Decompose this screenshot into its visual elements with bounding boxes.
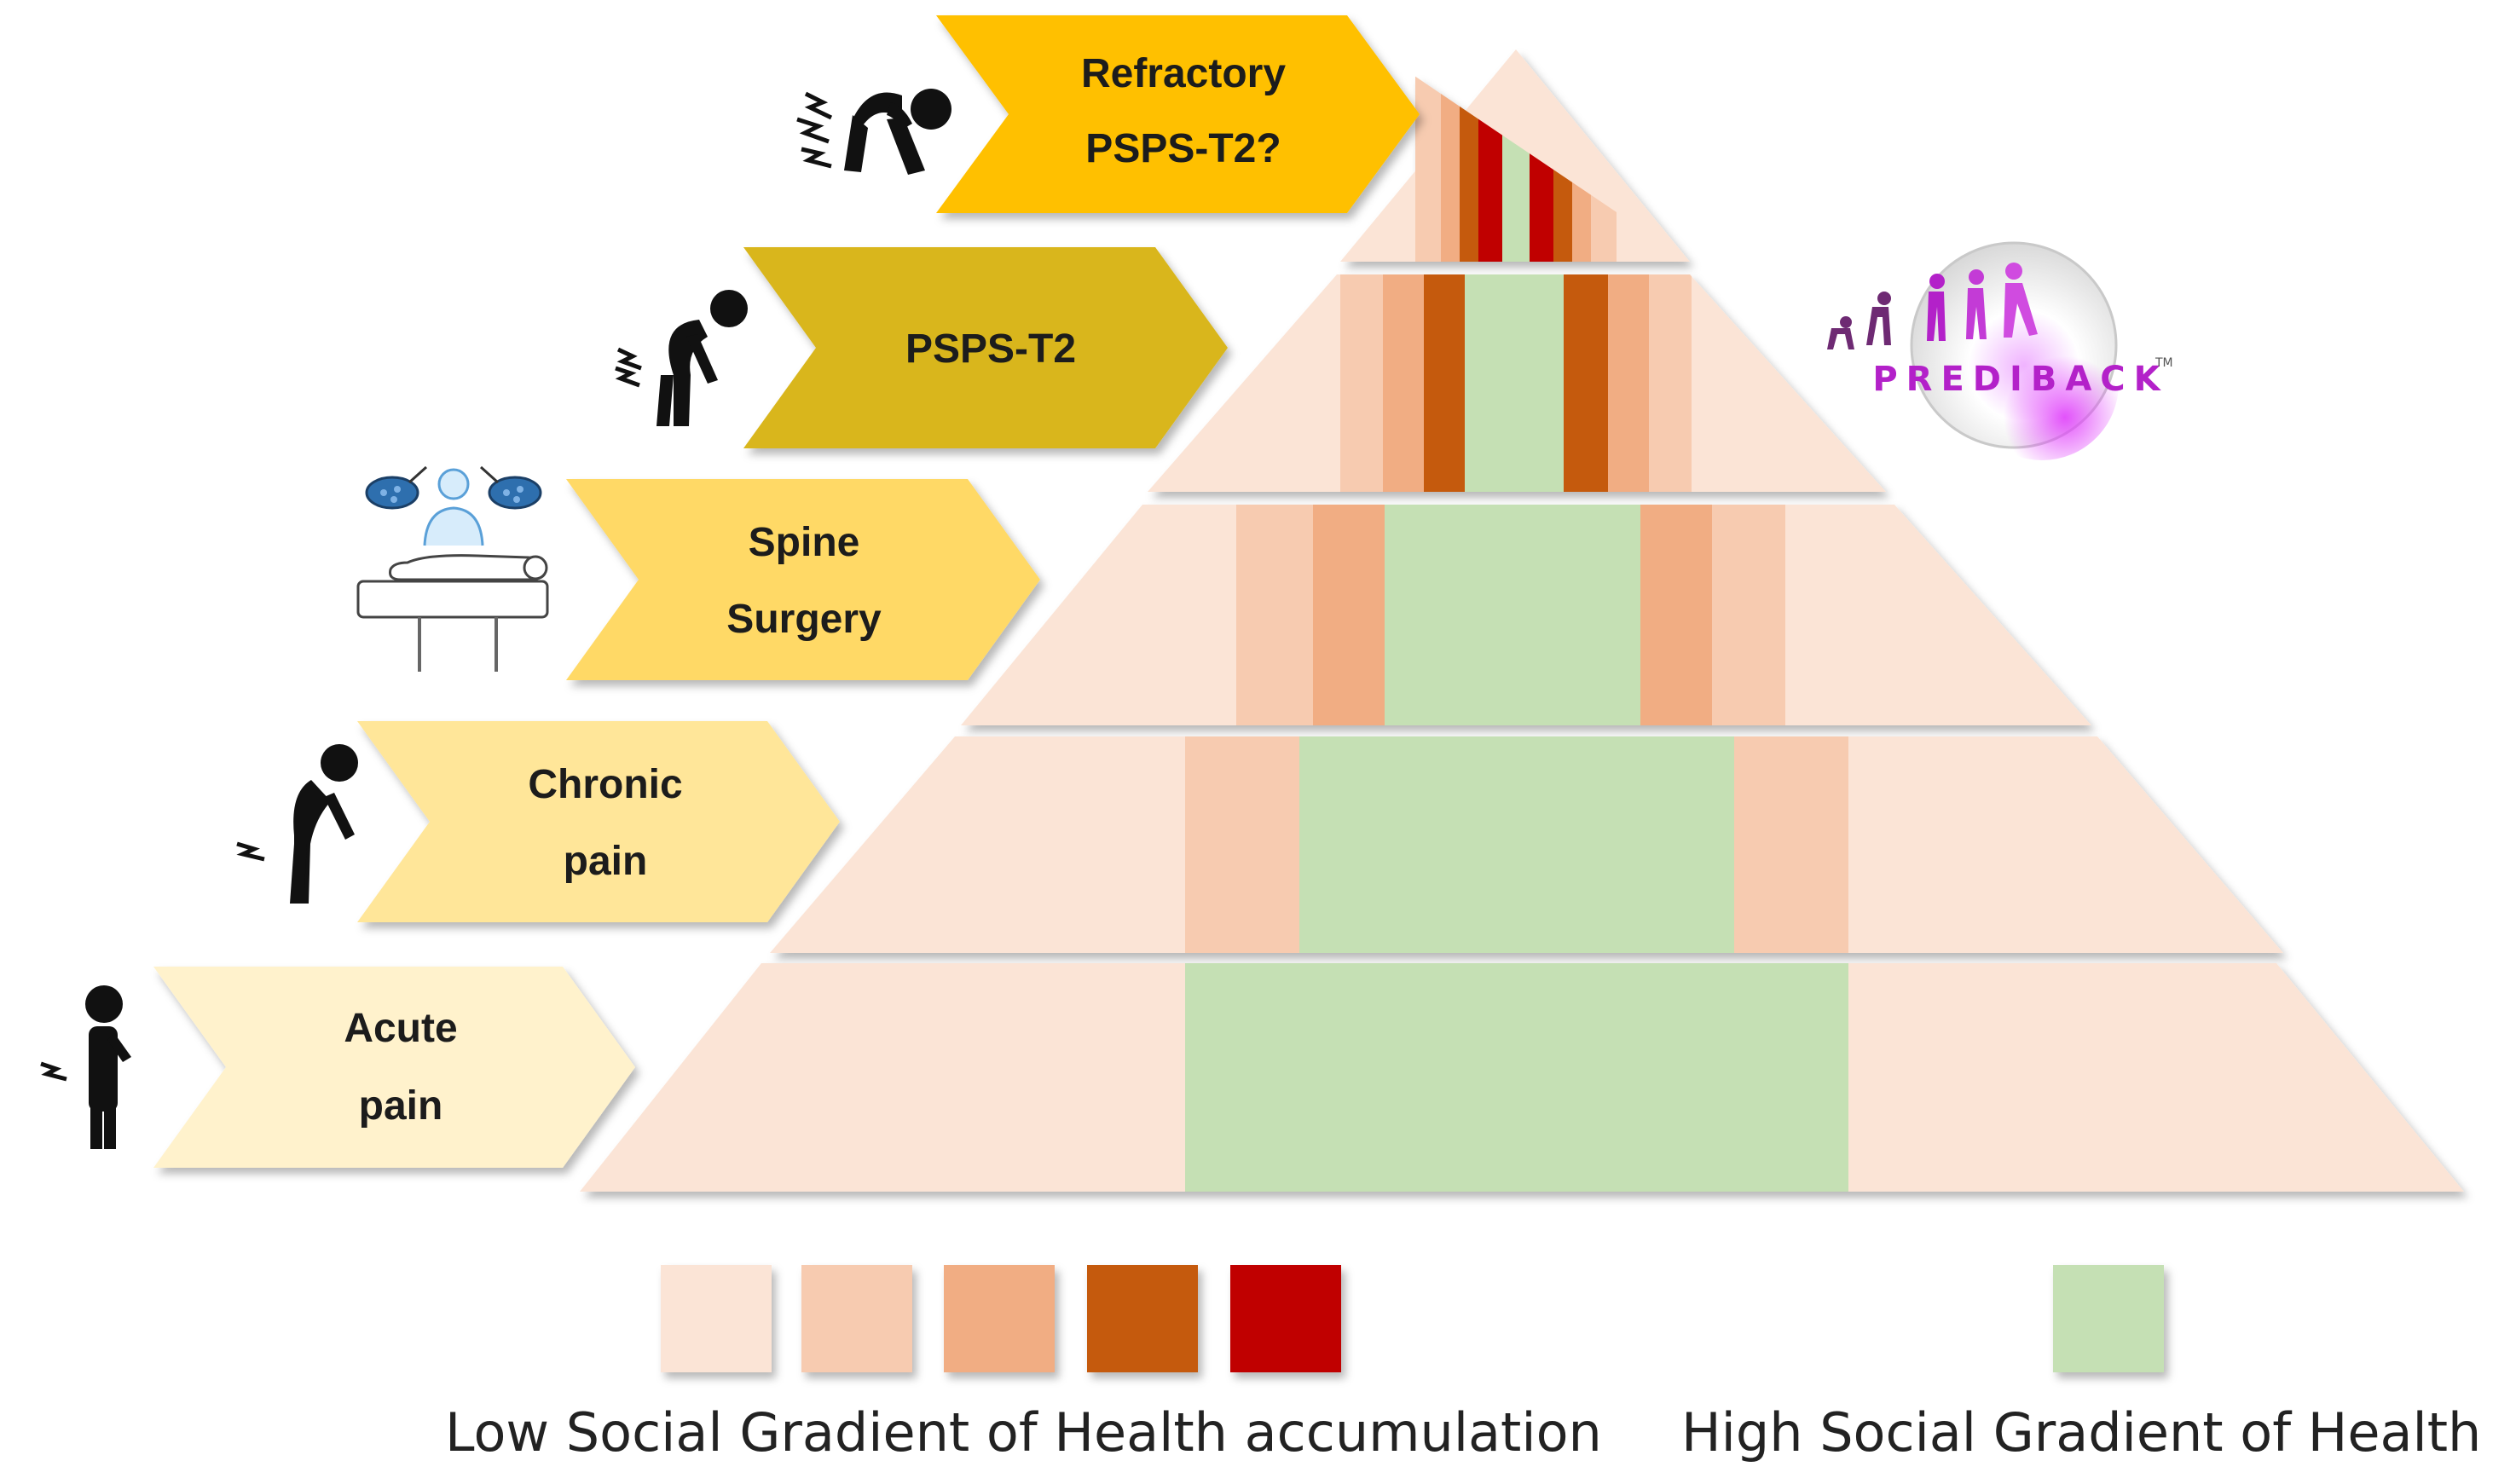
logo-brand-name: PREDIBACK — [1872, 360, 2168, 399]
arrow-psps: PSPS-T2 — [743, 247, 1228, 448]
legend-swatch-tier4 — [1087, 1265, 1198, 1372]
standing-person-icon — [40, 985, 131, 1149]
legend-swatch-tier5 — [1230, 1265, 1341, 1372]
legend-swatch-tier1 — [661, 1265, 772, 1372]
bent-person-icon — [236, 744, 358, 904]
legend-high-label: High Social Gradient of Health — [1681, 1401, 2481, 1464]
pyramid-tier-psps — [1148, 274, 1886, 492]
stage-arrows: Refractory PSPS-T2? PSPS-T2 Spine Surger… — [153, 15, 1420, 1168]
crawling-person-icon — [796, 89, 951, 175]
logo-trademark: TM — [2155, 356, 2173, 370]
pyramid — [580, 49, 2464, 1192]
hunched-person-icon — [615, 290, 748, 426]
arrow-refractory: Refractory PSPS-T2? — [936, 15, 1420, 213]
arrow-acute-line2: pain — [359, 1083, 443, 1129]
legend-swatch-green — [2053, 1265, 2164, 1372]
arrow-acute-pain: Acute pain — [153, 967, 635, 1168]
arrow-chronic-line2: pain — [564, 839, 648, 884]
legend: Low Social Gradient of Health accumulati… — [445, 1265, 2481, 1464]
arrow-spine-surgery: Spine Surgery — [566, 479, 1040, 680]
legend-low-label: Low Social Gradient of Health accumulati… — [445, 1401, 1602, 1464]
arrow-refractory-line2: PSPS-T2? — [1085, 126, 1281, 171]
arrow-acute-line1: Acute — [344, 1006, 457, 1051]
legend-swatch-tier2 — [801, 1265, 912, 1372]
pyramid-tier-spine-surgery — [961, 505, 2091, 725]
arrow-chronic-pain: Chronic pain — [357, 721, 840, 922]
arrow-psps-line1: PSPS-T2 — [905, 326, 1076, 372]
arrow-refractory-line1: Refractory — [1081, 51, 1286, 96]
arrow-chronic-line1: Chronic — [528, 762, 682, 807]
arrow-spine-line2: Surgery — [726, 597, 882, 642]
pyramid-tier-acute-pain — [580, 963, 2464, 1192]
surgery-table-icon — [356, 465, 549, 672]
pyramid-tier-chronic-pain — [770, 736, 2283, 953]
prediback-logo: PREDIBACK TM — [1827, 241, 2173, 460]
arrow-spine-line1: Spine — [749, 520, 860, 565]
legend-swatch-tier3 — [944, 1265, 1055, 1372]
evolution-figures-icon — [1827, 263, 2038, 349]
